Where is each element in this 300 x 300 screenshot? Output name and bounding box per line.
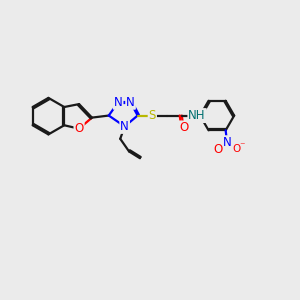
Text: ⁻: ⁻: [240, 141, 245, 151]
Text: O: O: [179, 122, 188, 134]
Text: H: H: [193, 110, 201, 121]
Text: N: N: [223, 136, 232, 149]
Text: O: O: [213, 143, 222, 156]
Text: O: O: [232, 144, 241, 154]
Text: O: O: [74, 122, 84, 135]
Text: N: N: [126, 96, 135, 109]
Text: N: N: [120, 120, 129, 133]
Text: NH: NH: [188, 109, 206, 122]
Text: S: S: [148, 109, 156, 122]
Text: N: N: [114, 96, 123, 109]
